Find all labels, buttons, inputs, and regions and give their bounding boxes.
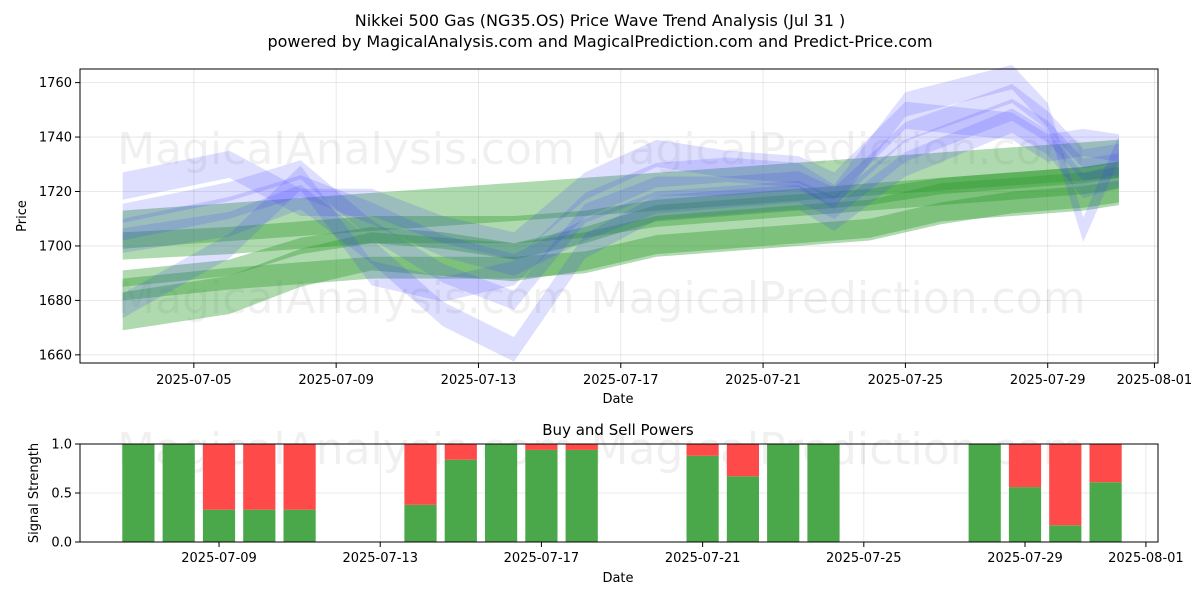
buy-power-bar [162, 444, 195, 542]
price-panel: MagicalAnalysis.com MagicalPrediction.co… [15, 64, 1192, 407]
signal-x-tick-label: 2025-07-21 [665, 551, 741, 566]
price-x-tick-label: 2025-07-05 [156, 373, 232, 388]
price-x-ticks: 2025-07-05 2025-07-09 2025-07-13 2025-07-17… [156, 363, 1192, 388]
signal-y-axis-label: Signal Strength [27, 443, 42, 543]
price-x-tick-label: 2025-07-21 [725, 373, 801, 388]
sell-power-bar [686, 444, 719, 456]
green-trend-band [122, 161, 1119, 287]
signal-y-tick-label: 1.0 [51, 438, 72, 453]
price-plot-area [80, 69, 1158, 363]
buy-power-bar [1089, 482, 1122, 542]
price-x-tick-label: 2025-07-13 [441, 373, 517, 388]
buy-power-bar [525, 449, 558, 542]
blue-wave-band [122, 84, 1119, 310]
sell-power-bar [243, 444, 276, 510]
buy-power-bar [968, 444, 1001, 542]
signal-x-ticks: 2025-07-09 2025-07-13 2025-07-17 2025-07-21… [181, 542, 1184, 566]
watermark-prediction-top: MagicalPrediction.com [591, 124, 1086, 175]
signal-x-tick-label: 2025-07-17 [504, 551, 580, 566]
price-wave-bands [122, 64, 1119, 362]
green-trend-band [122, 161, 1119, 260]
price-y-tick-label: 1760 [39, 76, 72, 91]
sell-power-bar [404, 444, 437, 505]
price-x-tick-label: 2025-07-09 [298, 373, 374, 388]
price-x-axis-label: Date [602, 392, 633, 407]
sell-power-bar [565, 444, 598, 450]
signal-bars [122, 444, 1122, 542]
chart-subtitle: powered by MagicalAnalysis.com and Magic… [267, 32, 932, 51]
price-plot-frame [79, 68, 1159, 364]
buy-power-bar [767, 444, 800, 542]
buy-power-bar [202, 509, 236, 542]
price-x-tick-label: 2025-07-25 [868, 373, 944, 388]
signal-x-axis-label: Date [602, 571, 633, 586]
buy-power-bar [485, 444, 518, 542]
price-x-tick-label: 2025-08-01 [1117, 373, 1193, 388]
buy-power-bar [686, 455, 719, 542]
price-y-axis-label: Price [15, 200, 30, 232]
watermark-prediction-mid: MagicalPrediction.com [591, 273, 1086, 324]
signal-x-tick-label: 2025-07-25 [826, 551, 902, 566]
buy-power-bar [807, 444, 840, 542]
signal-panel-title: Buy and Sell Powers [542, 421, 694, 439]
price-y-tick-label: 1720 [39, 185, 72, 200]
signal-panel: Buy and Sell Powers MagicalAnalysis.com … [27, 421, 1184, 586]
price-watermarks: MagicalAnalysis.com MagicalPrediction.co… [117, 124, 1085, 324]
sell-power-bar [444, 444, 477, 460]
sell-power-bar [1008, 444, 1042, 488]
green-trend-band [122, 180, 1119, 301]
blue-wave-band [122, 64, 1119, 319]
price-grid [80, 69, 1158, 363]
price-x-tick-label: 2025-07-17 [583, 373, 659, 388]
signal-x-tick-label: 2025-08-01 [1108, 551, 1184, 566]
chart-title: Nikkei 500 Gas (NG35.OS) Price Wave Tren… [355, 11, 845, 30]
price-y-ticks: 1660 1680 1700 1720 1740 1760 [39, 76, 80, 363]
price-x-tick-label: 2025-07-29 [1010, 373, 1086, 388]
signal-y-tick-label: 0.5 [51, 487, 72, 502]
buy-power-bar [1008, 487, 1042, 542]
sell-power-bar [525, 444, 558, 450]
blue-wave-band [122, 108, 1119, 362]
buy-power-bar [1049, 525, 1082, 542]
signal-x-tick-label: 2025-07-13 [342, 551, 418, 566]
buy-power-bar [565, 449, 598, 542]
blue-wave-band [122, 98, 1119, 276]
signal-y-tick-label: 0.0 [51, 536, 72, 551]
signal-x-tick-label: 2025-07-09 [181, 551, 257, 566]
price-y-tick-label: 1700 [39, 239, 72, 254]
green-trend-band [122, 167, 1119, 331]
sell-power-bar [1089, 444, 1122, 483]
buy-power-bar [283, 509, 316, 542]
buy-power-bar [243, 509, 276, 542]
watermark-analysis-top: MagicalAnalysis.com [117, 124, 575, 175]
price-y-tick-label: 1680 [39, 294, 72, 309]
buy-power-bar [726, 476, 759, 542]
sell-power-bar [1049, 444, 1082, 526]
blue-wave-band [122, 101, 1119, 260]
signal-x-tick-label: 2025-07-29 [987, 551, 1063, 566]
watermark-analysis-mid: MagicalAnalysis.com [117, 273, 575, 324]
buy-power-bar [404, 504, 437, 542]
sell-power-bar [202, 444, 236, 510]
green-trend-band [122, 139, 1119, 249]
sell-power-bar [726, 444, 759, 477]
buy-power-bar [122, 444, 155, 542]
buy-power-bar [444, 459, 477, 542]
price-y-tick-label: 1740 [39, 131, 72, 146]
sell-power-bar [283, 444, 316, 510]
price-y-tick-label: 1660 [39, 348, 72, 363]
signal-y-ticks: 0.0 0.5 1.0 [51, 438, 80, 551]
